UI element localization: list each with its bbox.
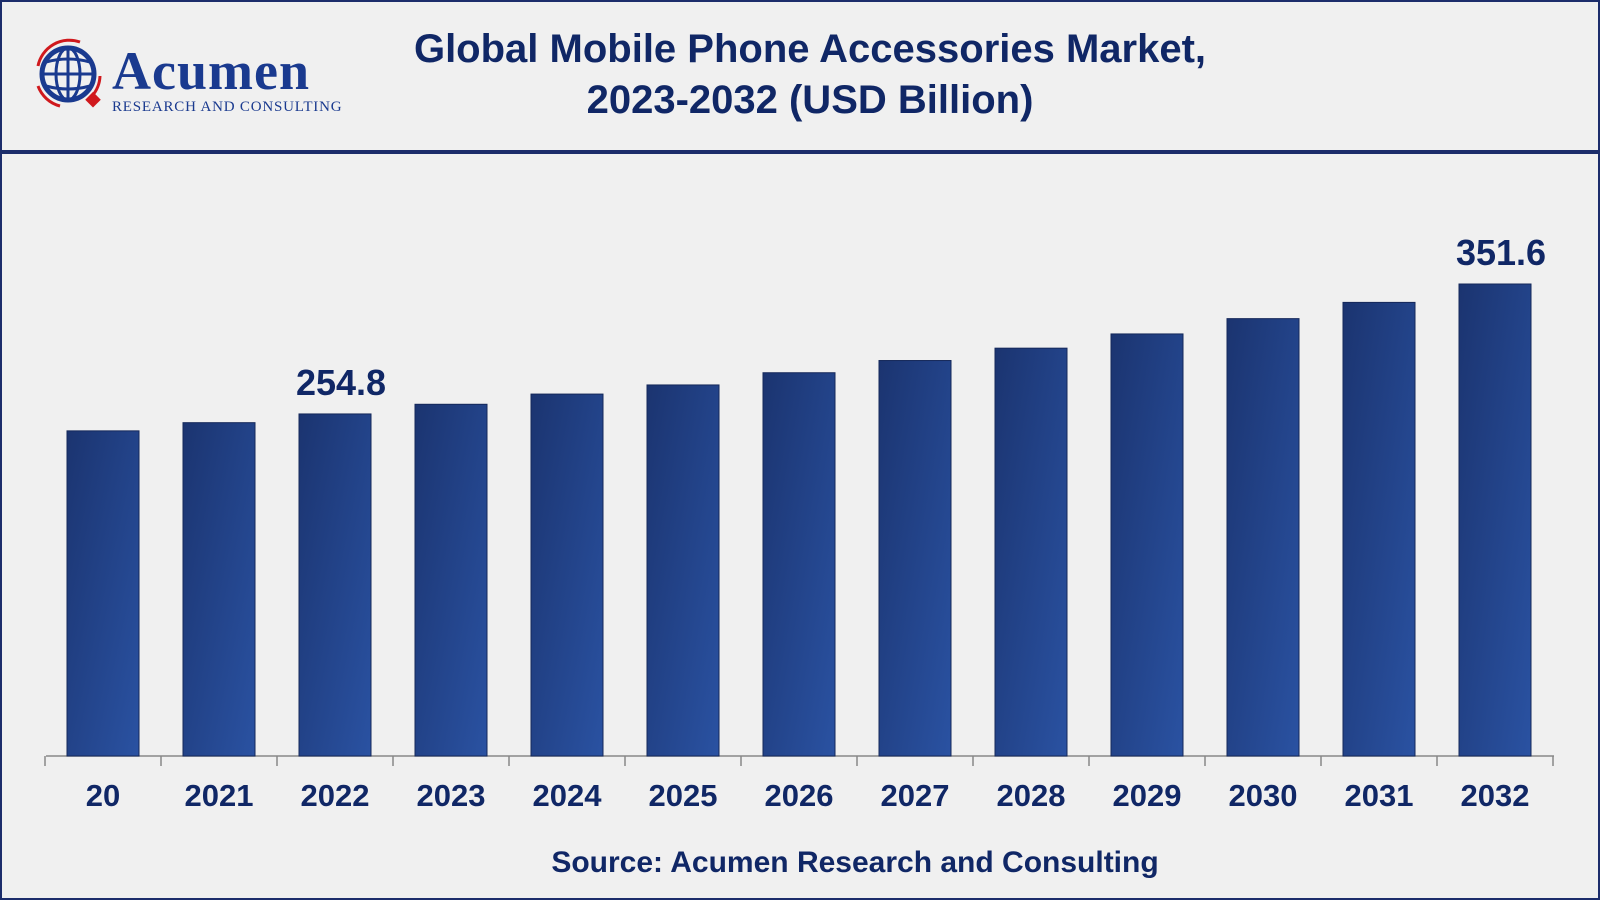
x-tick-label: 2032 — [1461, 778, 1530, 813]
x-tick-label: 2023 — [417, 778, 486, 813]
data-label: 351.6 — [1456, 232, 1546, 273]
x-tick-label: 2022 — [301, 778, 370, 813]
bar-2025 — [646, 384, 720, 757]
bar-2026 — [762, 372, 836, 757]
bar-2024 — [530, 393, 604, 757]
bar-2029 — [1110, 333, 1184, 757]
title-line-2: 2023-2032 (USD Billion) — [586, 78, 1034, 122]
bar-2028 — [994, 347, 1068, 757]
x-tick-label: 2025 — [649, 778, 718, 813]
logo-tagline: RESEARCH AND CONSULTING — [112, 99, 343, 115]
x-tick-label: 2027 — [881, 778, 950, 813]
bar-20 — [66, 430, 140, 757]
x-tick-label: 2028 — [997, 778, 1066, 813]
x-tick-label: 2031 — [1345, 778, 1414, 813]
title-line-1: Global Mobile Phone Accessories Market, — [413, 27, 1207, 71]
bar-2032 — [1458, 283, 1532, 757]
data-label: 254.8 — [296, 362, 386, 403]
x-tick-label: 2021 — [185, 778, 254, 813]
bar-2031 — [1342, 301, 1416, 757]
bar-2030 — [1226, 318, 1300, 757]
acumen-logo: Acumen RESEARCH AND CONSULTING — [30, 36, 342, 121]
bar-2022 — [298, 413, 372, 757]
x-tick-label: 20 — [86, 778, 120, 813]
x-tick-label: 2026 — [765, 778, 834, 813]
logo-wordmark: Acumen — [112, 41, 310, 101]
bar-2023 — [414, 403, 488, 757]
bar-2021 — [182, 422, 256, 757]
x-tick-label: 2030 — [1229, 778, 1298, 813]
x-tick-label: 2024 — [533, 778, 603, 813]
header: Acumen RESEARCH AND CONSULTING Global Mo… — [0, 0, 1600, 154]
globe-icon — [36, 38, 102, 108]
x-tick-label: 2029 — [1113, 778, 1182, 813]
chart-title: Global Mobile Phone Accessories Market, … — [340, 24, 1280, 126]
bar-2027 — [878, 360, 952, 757]
source-note: Source: Acumen Research and Consulting — [551, 846, 1159, 879]
